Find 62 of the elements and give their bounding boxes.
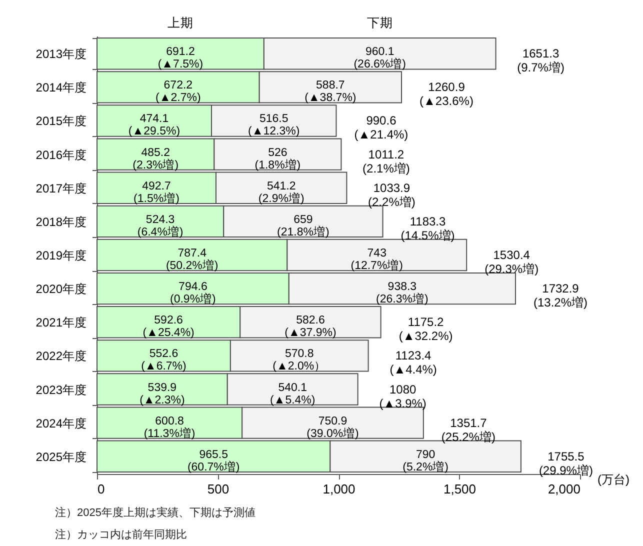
y-tick-label: 2016年度 (36, 148, 86, 162)
y-tick-label: 2025年度 (36, 450, 86, 464)
series-label: 上期 (167, 16, 194, 30)
x-tick-label: 0 (98, 482, 105, 496)
data-label: 570.8 (▲2.0%） (272, 348, 326, 373)
data-label: 965.5 (60.7%増) (187, 448, 240, 474)
y-tick-label: 2020年度 (36, 282, 86, 296)
text: 注）2025年度上期は実績、下期は予測値 (55, 506, 256, 521)
y-tick-label: 2013年度 (36, 47, 86, 62)
text: 注）カッコ内は前年同期比 (55, 528, 188, 543)
data-label: 750.9 (39.0%増) (306, 415, 360, 440)
x-tick-label: 2,000 (548, 482, 580, 496)
data-label: 600.8 (11.3%増) (144, 415, 196, 440)
y-tick-label: 2023年度 (36, 382, 86, 397)
data-label: 592.6 (▲25.4%) (142, 314, 195, 340)
data-label: 659 (21.8%増) (277, 214, 330, 238)
x-tick-label: 500 (207, 482, 230, 496)
data-label: 492.7 (1.5%増) (134, 180, 180, 205)
total-label: 1183.3 (14.5%増) (400, 214, 455, 242)
data-label: 794.6 (0.9%増) (170, 281, 216, 306)
data-label: 938.3 (26.3%増) (376, 281, 428, 306)
data-label: 672.2 (▲2.7%) (156, 80, 201, 104)
data-label: 524.3 (6.4%増) (137, 214, 184, 238)
total-label: 1651.3 (9.7%増) (517, 46, 564, 75)
y-tick-label: 2019年度 (36, 248, 86, 262)
data-label: 790 (5.2%増) (402, 448, 449, 474)
total-label: 1755.5 (29.9%増) (538, 449, 593, 478)
y-tick-label: 2015年度 (36, 114, 86, 128)
data-label: 540.1 (▲5.4%) (270, 382, 316, 406)
data-label: 552.6 (▲6.7%) (141, 348, 187, 373)
y-tick-label: 2017年度 (36, 181, 86, 196)
total-label: 1530.4 (29.3%増) (484, 248, 539, 276)
data-label: 539.9 (▲2.3%) (140, 382, 185, 406)
data-label: 485.2 (2.3%増) (132, 146, 179, 172)
data-label: 787.4 (50.2%増) (166, 248, 218, 272)
data-label: 691.2 (▲7.5%) (158, 46, 204, 71)
total-label: 1175.2 (▲32.2%) (398, 315, 453, 344)
total-label: 1123.4 (▲4.4%) (390, 348, 437, 377)
data-label: 588.7 (▲38.7%) (304, 80, 356, 104)
y-tick-label: 2014年度 (36, 80, 86, 95)
data-label: 474.1 (▲29.5%) (128, 113, 180, 138)
total-label: 1732.9 (13.2%増) (533, 282, 588, 310)
data-label: 960.1 (26.6%増) (354, 46, 406, 71)
x-tick-label: 1,000 (322, 482, 356, 496)
y-tick-label: 2018年度 (36, 214, 86, 229)
data-label: 526 (1.8%増) (254, 146, 301, 172)
data-label: 743 (12.7%増) (350, 248, 404, 272)
total-label: 1080 (▲3.9%) (379, 382, 426, 410)
y-tick-label: 2021年度 (36, 316, 86, 330)
y-tick-label: 2022年度 (36, 349, 86, 364)
data-label: 516.5 (▲12.3%) (248, 113, 300, 138)
y-tick-label: 2024年度 (36, 416, 86, 430)
total-label: 1351.7 (25.2%増) (441, 416, 496, 444)
total-label: 1033.9 (2.2%増) (368, 180, 416, 209)
series-label: 下期 (366, 16, 393, 30)
x-tick-label: 1,500 (443, 482, 476, 496)
x-axis-title: (万台) (598, 472, 630, 486)
total-label: 990.6 (▲21.4%) (354, 114, 408, 142)
total-label: 1011.2 (2.1%増) (362, 147, 410, 176)
total-label: 1260.9 (▲23.6%) (420, 80, 474, 108)
data-label: 541.2 (2.9%増) (258, 180, 304, 205)
data-label: 582.6 (▲37.9%) (284, 314, 336, 340)
